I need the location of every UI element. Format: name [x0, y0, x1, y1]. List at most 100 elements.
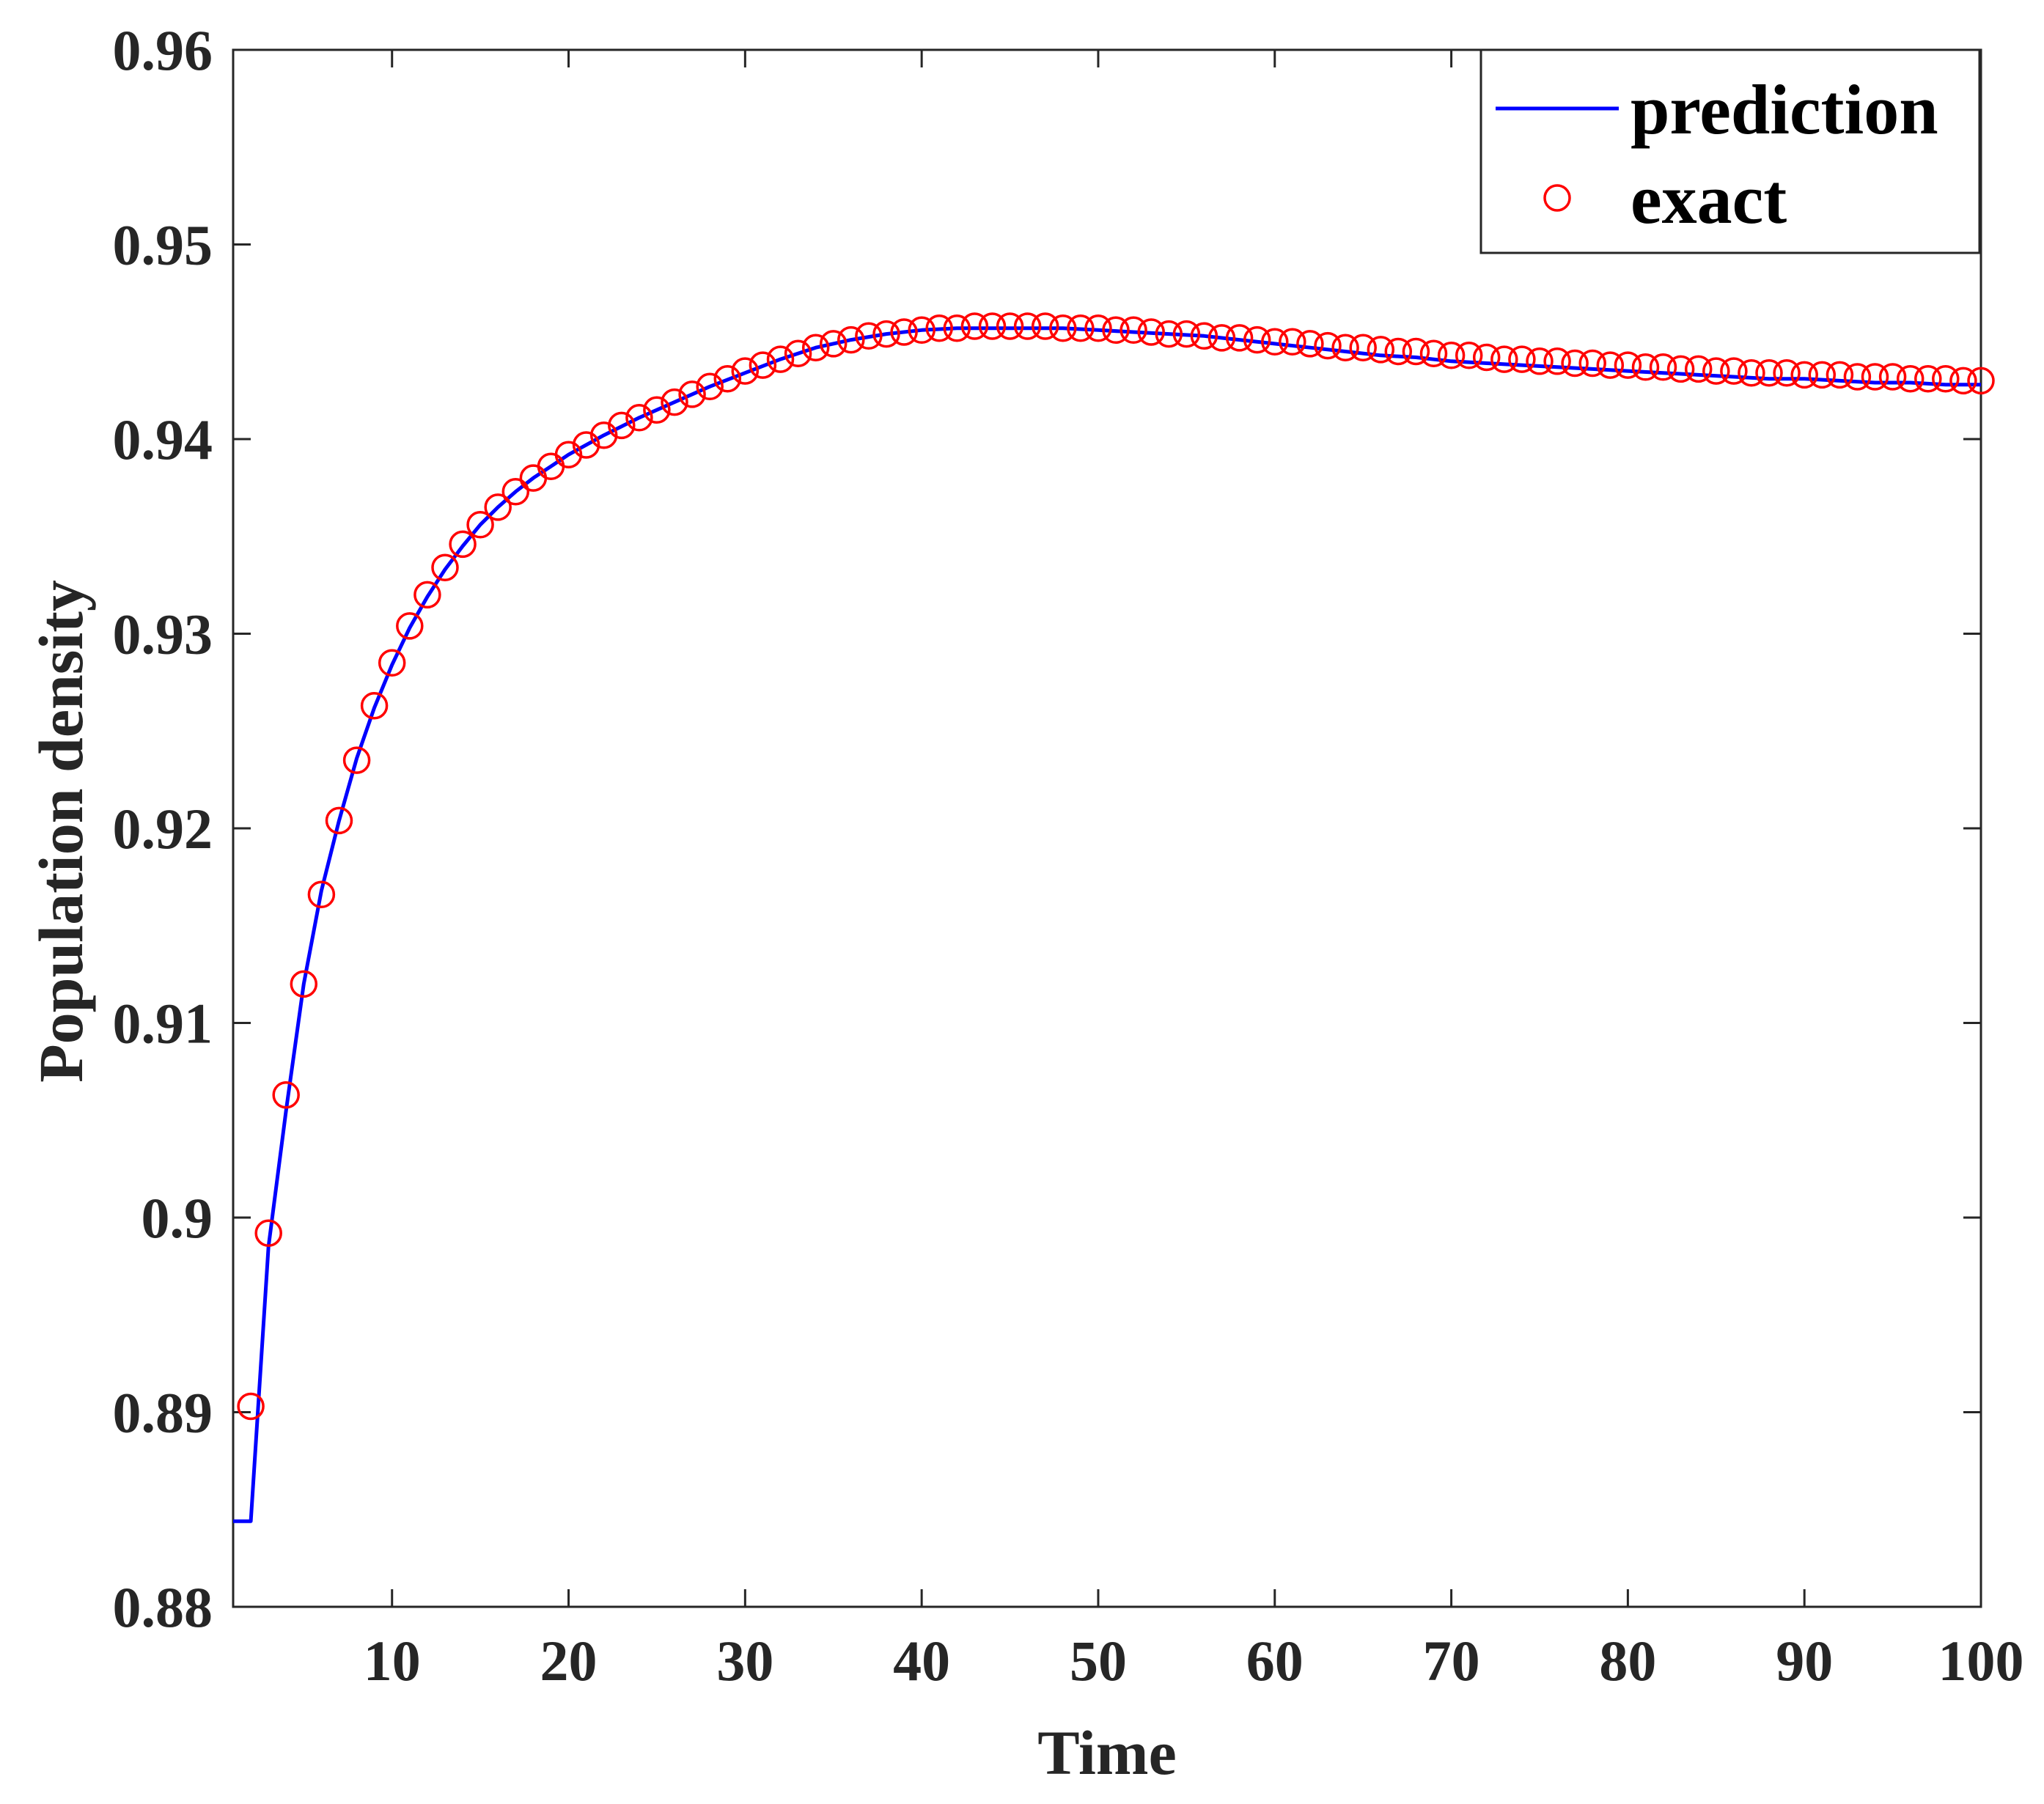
- exact-data-point: [1949, 367, 1977, 395]
- exact-data-point: [1419, 339, 1448, 367]
- exact-data-point: [1261, 328, 1289, 356]
- exact-data-point: [749, 351, 777, 379]
- legend-exact-swatch: [1543, 184, 1571, 212]
- exact-data-point: [378, 649, 406, 677]
- exact-data-point: [1561, 349, 1589, 378]
- exact-data-point: [608, 411, 636, 440]
- x-tick-label: 90: [1776, 1629, 1833, 1693]
- exact-data-point: [1843, 363, 1872, 391]
- exact-data-point: [1773, 358, 1801, 387]
- exact-data-point: [1225, 324, 1254, 352]
- exact-data-point: [1543, 347, 1571, 375]
- exact-data-point: [1314, 331, 1342, 360]
- exact-data-point: [1878, 363, 1907, 391]
- exact-data-point: [1437, 342, 1466, 369]
- exact-data-point: [1614, 351, 1642, 379]
- exact-data-point: [801, 334, 830, 361]
- exact-data-point: [960, 312, 989, 340]
- exact-data-point: [1526, 347, 1554, 375]
- exact-data-point: [908, 316, 935, 345]
- exact-data-point: [325, 806, 353, 835]
- exact-data-point: [1172, 320, 1201, 348]
- exact-data-point: [661, 388, 688, 416]
- exact-data-point: [1720, 357, 1748, 385]
- exact-data-point: [819, 330, 848, 358]
- exact-data-point: [713, 364, 742, 393]
- exact-data-point: [1472, 343, 1501, 372]
- x-tick-label: 100: [1938, 1629, 2024, 1693]
- exact-data-point: [1137, 318, 1165, 346]
- exact-data-point: [449, 530, 477, 559]
- exact-data-point: [1967, 367, 1995, 395]
- y-tick-label: 0.91: [113, 992, 213, 1056]
- exact-data-point: [1067, 314, 1095, 342]
- exact-data-point: [855, 322, 883, 350]
- exact-data-point: [890, 318, 918, 346]
- exact-data-point: [731, 357, 760, 385]
- exact-data-point: [872, 320, 900, 348]
- y-tick-label: 0.94: [113, 408, 213, 471]
- x-tick-label: 50: [1070, 1629, 1127, 1693]
- exact-data-point: [766, 345, 795, 373]
- exact-data-point: [342, 746, 371, 774]
- x-tick-label: 20: [540, 1629, 598, 1693]
- exact-data-point: [784, 339, 812, 367]
- y-tick-label: 0.93: [113, 603, 213, 666]
- legend: prediction exact: [1479, 48, 1981, 254]
- exact-data-point: [554, 441, 583, 468]
- legend-prediction-label: prediction: [1631, 70, 1938, 149]
- exact-data-point: [466, 511, 494, 539]
- y-tick-label: 0.92: [113, 797, 213, 861]
- y-tick-label: 0.95: [113, 213, 213, 277]
- exact-data-point: [1279, 328, 1306, 356]
- exact-data-point: [254, 1219, 282, 1247]
- exact-data-point: [1384, 337, 1413, 366]
- exact-data-point: [1914, 364, 1942, 393]
- exact-data-point: [1031, 312, 1059, 340]
- exact-data-point: [572, 431, 600, 459]
- exact-data-point: [1702, 357, 1730, 385]
- exact-data-point: [1049, 314, 1077, 342]
- exact-data-point: [943, 314, 971, 342]
- exact-data-point: [1578, 349, 1606, 378]
- tick-labels: 10 20 30 40 50 60 70 80 90 100 0.88 0.89 0.9 0.91 0.92…: [113, 18, 2024, 1693]
- exact-data-point: [272, 1080, 300, 1109]
- x-tick-label: 30: [716, 1629, 773, 1693]
- exact-data-point: [678, 380, 706, 408]
- x-axis-title: Time: [1037, 1718, 1177, 1788]
- exact-data-point: [290, 970, 318, 998]
- legend-exact-label: exact: [1631, 160, 1787, 238]
- exact-data-point: [643, 396, 671, 424]
- exact-data-point: [1155, 320, 1183, 348]
- y-tick-label: 0.89: [113, 1381, 213, 1445]
- exact-data-point: [625, 404, 653, 432]
- exact-data-point: [1102, 316, 1130, 345]
- x-tick-label: 80: [1599, 1629, 1656, 1693]
- exact-data-point: [360, 691, 389, 720]
- y-tick-label: 0.88: [113, 1575, 213, 1639]
- exact-data-point: [1084, 314, 1112, 342]
- exact-data-point: [307, 880, 336, 909]
- exact-data-point: [237, 1392, 265, 1421]
- x-tick-label: 70: [1423, 1629, 1480, 1693]
- exact-data-point: [925, 314, 953, 342]
- exact-data-point: [1402, 337, 1430, 366]
- exact-data-point: [1861, 363, 1889, 391]
- exact-data-point: [1120, 316, 1147, 345]
- exact-data-point: [1596, 351, 1625, 379]
- exact-data-point: [1649, 353, 1677, 381]
- exact-data-point: [996, 312, 1024, 340]
- exact-data-point: [1367, 336, 1395, 364]
- exact-data-point: [1331, 334, 1359, 361]
- exact-data-point: [1738, 358, 1765, 387]
- exact-data-point: [1684, 355, 1713, 383]
- exact-data-point: [1808, 361, 1837, 389]
- legend-box: [1479, 48, 1981, 254]
- x-tick-label: 10: [364, 1629, 421, 1693]
- exact-data-point: [501, 477, 530, 506]
- y-axis-title: Population density: [26, 580, 96, 1083]
- exact-data-point: [1508, 345, 1536, 373]
- exact-data-point: [978, 312, 1007, 340]
- exact-data-point: [589, 421, 618, 449]
